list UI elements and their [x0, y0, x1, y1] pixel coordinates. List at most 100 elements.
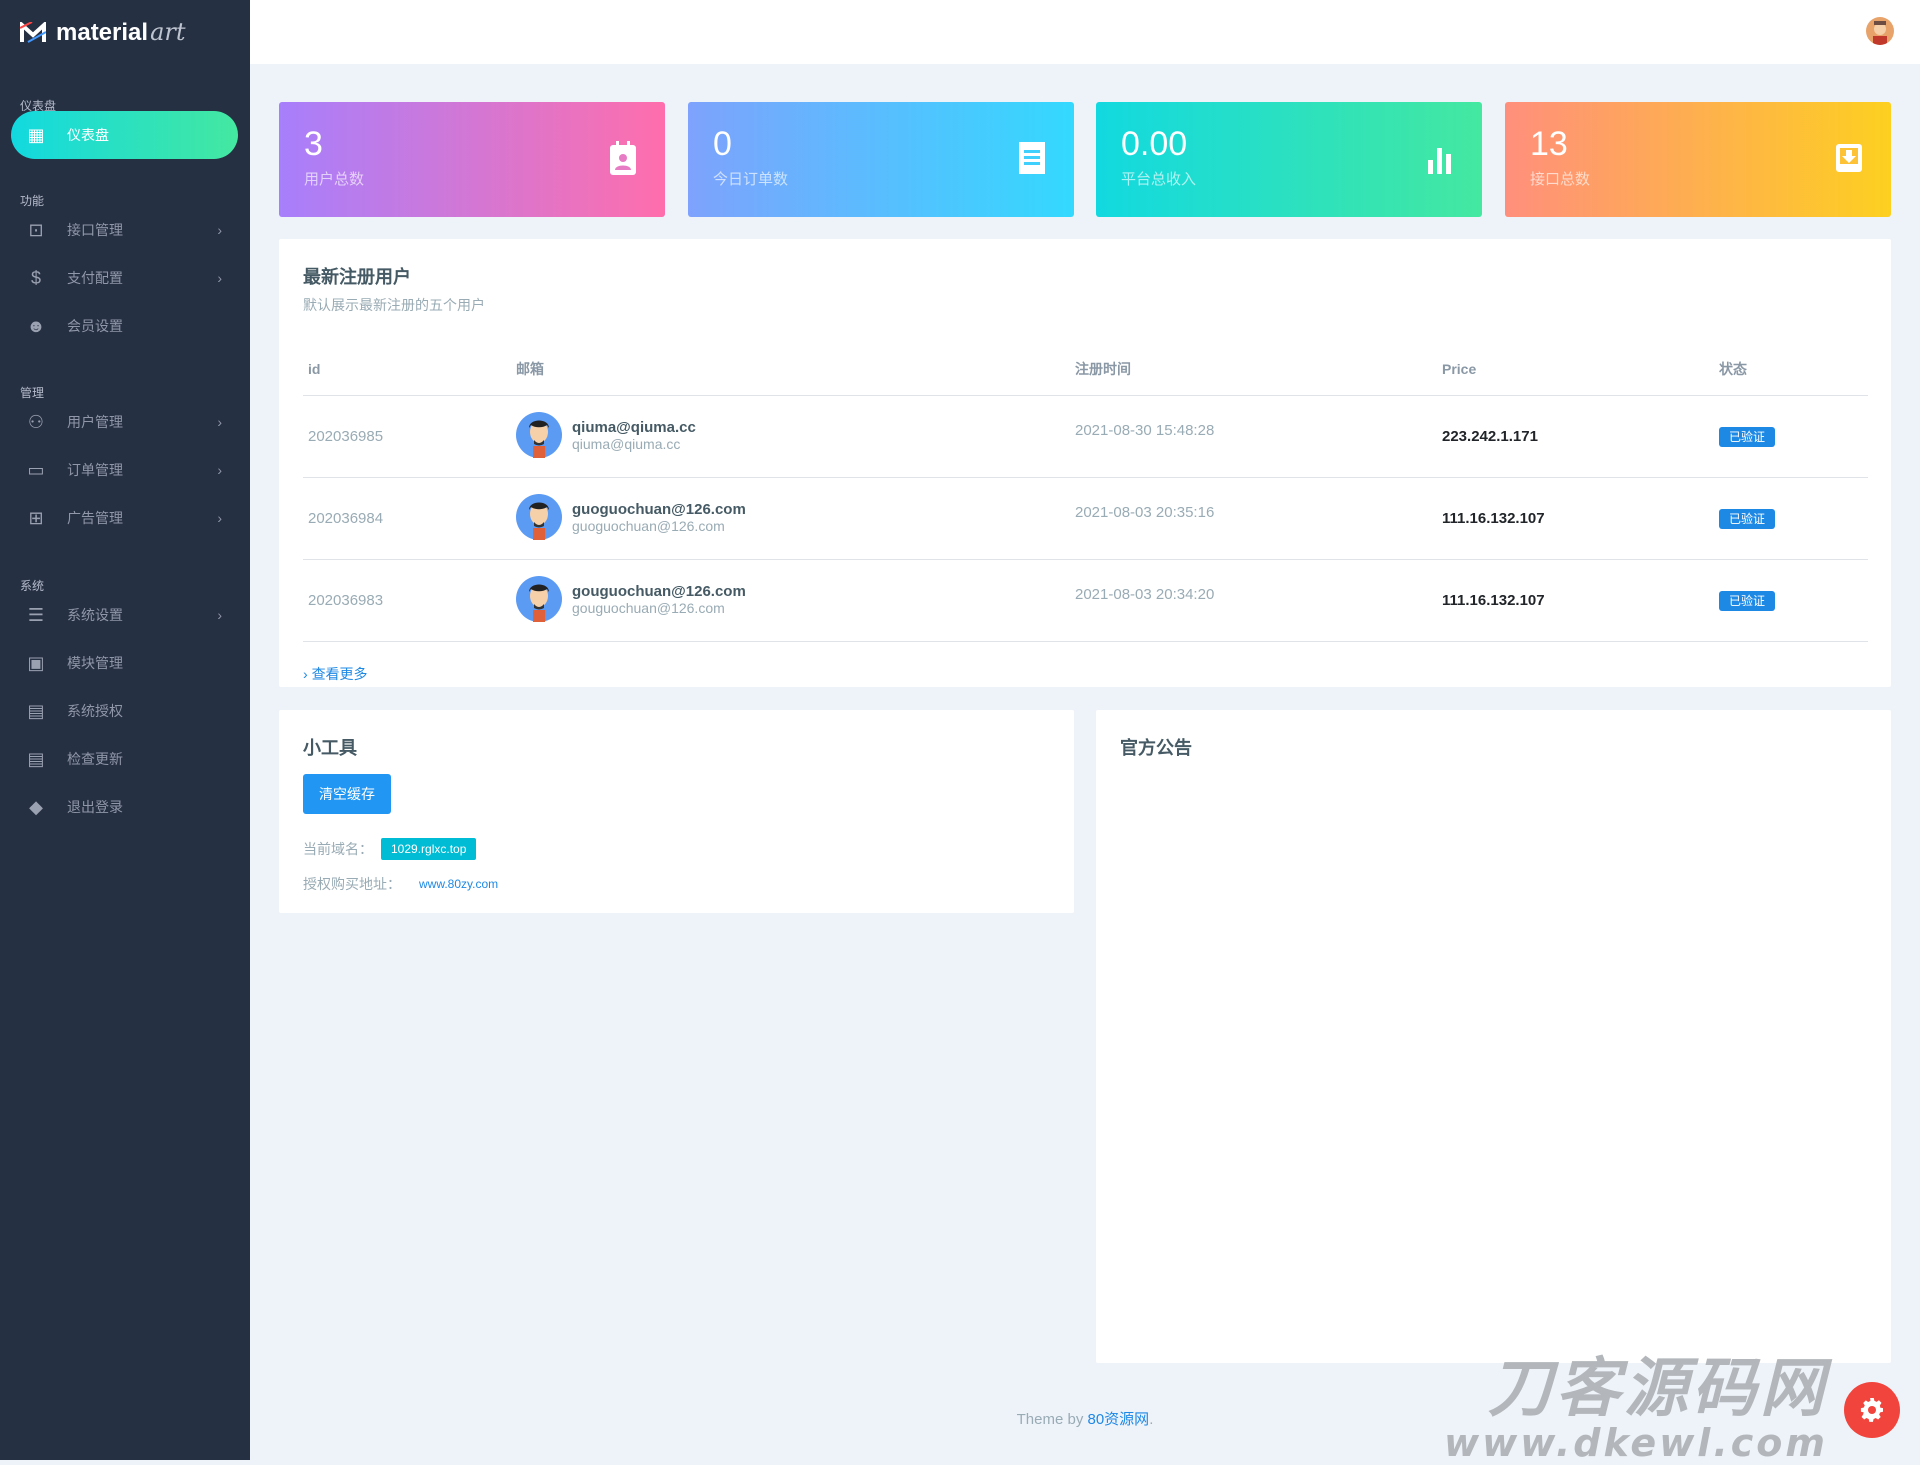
register-time: 2021-08-30 15:48:28 — [1070, 395, 1437, 478]
register-time: 2021-08-03 20:35:16 — [1070, 477, 1437, 560]
sidebar-item-label: 广告管理 — [67, 510, 123, 526]
stat-card: 0 今日订单数 — [688, 102, 1074, 217]
user-id: 202036983 — [303, 559, 511, 642]
price: 111.16.132.107 — [1437, 477, 1714, 560]
briefcase-icon: ▣ — [27, 652, 45, 673]
stat-label: 今日订单数 — [713, 171, 789, 188]
sidebar-item-label: 系统设置 — [67, 607, 123, 623]
brand-wordmark: material art — [56, 18, 186, 47]
user-email-secondary: gouguochuan@126.com — [572, 600, 725, 616]
sidebar-section-label: 仪表盘 — [20, 99, 57, 113]
tools-title: 小工具 — [303, 738, 357, 758]
sidebar-item[interactable]: ▤ 检查更新 — [11, 735, 238, 783]
sidebar-item-label: 仪表盘 — [67, 127, 109, 143]
sidebar-item-label: 检查更新 — [67, 751, 123, 767]
sidebar-item[interactable]: ▭ 订单管理 › — [11, 446, 238, 494]
user-email: gouguochuan@126.com — [572, 583, 746, 600]
column-header[interactable]: 注册时间 — [1070, 343, 1437, 396]
sidebar-item[interactable]: $ 支付配置 › — [11, 254, 238, 302]
avatar — [516, 575, 562, 625]
price: 223.242.1.171 — [1437, 395, 1714, 478]
chevron-right-icon: › — [303, 665, 312, 682]
users-table: id 邮箱 注册时间 Price 状态 202036985 qiuma@qiuma.cc… — [303, 343, 1868, 642]
chevron-right-icon: › — [217, 414, 222, 430]
sidebar-item[interactable]: ☰ 系统设置 › — [11, 591, 238, 639]
notice-card: 官方公告 — [1096, 710, 1891, 1363]
sidebar-item[interactable]: ⊞ 广告管理 › — [11, 494, 238, 542]
avatar — [516, 493, 562, 543]
clear-cache-button[interactable]: 清空缓存 — [303, 774, 391, 814]
chevron-right-icon: › — [217, 462, 222, 478]
stat-value: 3 — [304, 125, 323, 163]
stat-card: 3 用户总数 — [279, 102, 665, 217]
stat-value: 13 — [1530, 125, 1568, 163]
table-row: 202036984 guoguochuan@126.com guoguochuan… — [303, 477, 1868, 560]
inbox-icon — [1836, 144, 1862, 172]
user-id: 202036985 — [303, 395, 511, 478]
card-title: 最新注册用户 — [303, 267, 411, 287]
sidebar-item[interactable]: ⊡ 接口管理 › — [11, 206, 238, 254]
stat-card: 0.00 平台总收入 — [1096, 102, 1482, 217]
sidebar-item[interactable]: ⚇ 用户管理 › — [11, 398, 238, 446]
sidebar-item-label: 会员设置 — [67, 318, 123, 334]
brand-suffix: art — [150, 18, 186, 46]
column-header[interactable]: 状态 — [1714, 343, 1868, 396]
sidebar-item-label: 支付配置 — [67, 270, 123, 286]
sidebar-item-label: 接口管理 — [67, 222, 123, 238]
sidebar-item-label: 退出登录 — [67, 799, 123, 815]
column-header[interactable]: Price — [1437, 343, 1714, 396]
chevron-right-icon: › — [217, 222, 222, 238]
status-badge: 已验证 — [1719, 508, 1776, 529]
stat-label: 接口总数 — [1530, 171, 1591, 188]
sidebar-item[interactable]: ▣ 模块管理 — [11, 639, 238, 687]
top-bar — [250, 0, 1920, 64]
stat-label: 用户总数 — [304, 171, 365, 188]
receipt-icon: ☰ — [27, 604, 45, 625]
user-email-secondary: qiuma@qiuma.cc — [572, 436, 681, 452]
sidebar: material art 仪表盘 功能 管理 系统 ▦ 仪表盘 ⊡ 接口管理 › $ 支付配置 › ☻ 会员… — [0, 0, 250, 1460]
stat-value: 0 — [713, 125, 732, 163]
status-badge: 已验证 — [1719, 426, 1776, 447]
settings-fab[interactable] — [1844, 1382, 1900, 1438]
dashboard-icon: ▦ — [27, 124, 45, 145]
domain-label: 当前域名： — [303, 841, 373, 857]
watermark: 刀客源码网 www.dkewl.com — [1443, 1352, 1828, 1465]
footer: Theme by 80资源网. — [1016, 1411, 1154, 1428]
footer-link[interactable]: 80资源网 — [1087, 1411, 1150, 1428]
grid-icon: ▤ — [27, 748, 45, 769]
price: 111.16.132.107 — [1437, 559, 1714, 642]
sidebar-item[interactable]: ▤ 系统授权 — [11, 687, 238, 735]
column-header[interactable]: 邮箱 — [511, 343, 1070, 396]
chevron-right-icon: › — [217, 270, 222, 286]
view-more-link[interactable]: › 查看更多 — [303, 665, 368, 682]
domain-badge: 1029.rglxc.top — [381, 838, 477, 860]
user-id: 202036984 — [303, 477, 511, 560]
notice-title: 官方公告 — [1120, 738, 1192, 758]
sidebar-item[interactable]: ◆ 退出登录 — [11, 783, 238, 831]
users-icon: ⚇ — [27, 411, 45, 432]
sidebar-item-label: 系统授权 — [67, 703, 123, 719]
gear-icon — [1860, 1398, 1883, 1422]
stat-label: 平台总收入 — [1121, 171, 1197, 188]
bar-chart-icon — [1428, 148, 1451, 174]
stat-value: 0.00 — [1121, 125, 1188, 163]
sidebar-item[interactable]: ▦ 仪表盘 — [11, 111, 238, 159]
sidebar-item[interactable]: ☻ 会员设置 — [11, 302, 238, 350]
sidebar-section-label: 管理 — [20, 386, 45, 400]
column-header[interactable]: id — [303, 343, 511, 396]
sidebar-section-label: 系统 — [20, 579, 45, 593]
user-email-secondary: guoguochuan@126.com — [572, 518, 725, 534]
logo[interactable]: material art — [20, 18, 186, 47]
sidebar-item-label: 用户管理 — [67, 414, 123, 430]
sidebar-item-label: 订单管理 — [67, 462, 123, 478]
latest-users-card: 最新注册用户 默认展示最新注册的五个用户 id 邮箱 注册时间 Price 状态 202… — [279, 239, 1891, 687]
stat-card: 13 接口总数 — [1505, 102, 1891, 217]
member-icon: ☻ — [26, 315, 46, 336]
status-badge: 已验证 — [1719, 590, 1776, 611]
register-time: 2021-08-03 20:34:20 — [1070, 559, 1437, 642]
chevron-right-icon: › — [217, 510, 222, 526]
brand-name: material — [56, 19, 149, 46]
grid-icon: ▤ — [27, 700, 45, 721]
buy-link[interactable]: www.80zy.com — [419, 877, 499, 891]
user-avatar[interactable] — [1866, 17, 1894, 45]
